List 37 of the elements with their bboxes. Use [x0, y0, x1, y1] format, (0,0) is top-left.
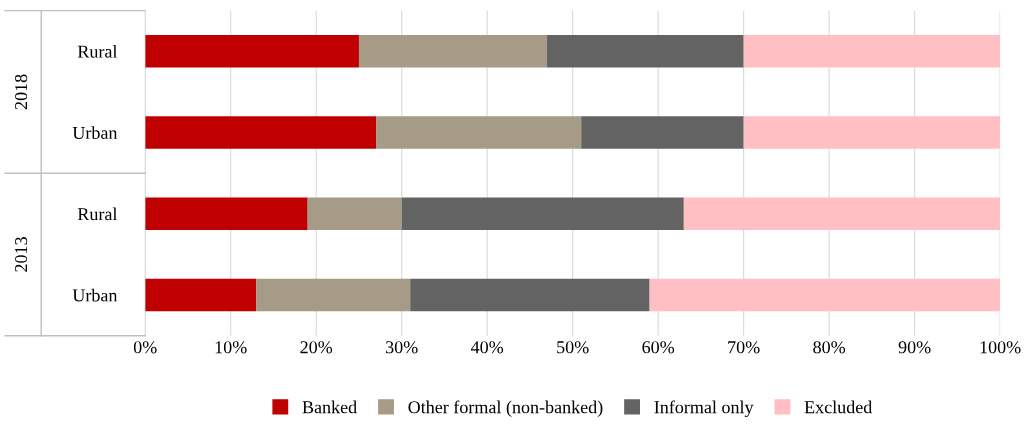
- bar: [376, 116, 582, 149]
- bar: [683, 197, 1001, 231]
- x-tick-label: 30%: [386, 341, 418, 354]
- legend-label: Excluded: [804, 400, 873, 414]
- x-tick-label: 100%: [980, 341, 1021, 354]
- bar: [743, 116, 1001, 149]
- bar: [145, 35, 359, 68]
- x-tick-label: 40%: [470, 341, 504, 354]
- bar: [307, 197, 402, 231]
- bar: [547, 35, 744, 68]
- bar: [401, 197, 684, 231]
- bar: [145, 197, 308, 231]
- bar: [410, 278, 650, 312]
- legend-label: Banked: [302, 400, 357, 414]
- text: 2018: [14, 74, 28, 110]
- text: 2013: [14, 237, 28, 272]
- bar: [581, 116, 744, 149]
- y-tick-label: Rural: [77, 45, 118, 58]
- legend-label: Informal only: [654, 400, 754, 418]
- y-tick-label: Urban: [72, 288, 118, 302]
- bar: [145, 116, 377, 149]
- x-tick-label: 10%: [215, 341, 247, 354]
- bar: [743, 35, 1001, 68]
- bar: [145, 278, 257, 312]
- bar: [256, 278, 411, 312]
- x-tick-label: 80%: [813, 341, 846, 354]
- x-tick-label: 60%: [642, 341, 675, 354]
- x-tick-label: 90%: [898, 341, 931, 354]
- legend-label: Other formal (non-banked): [408, 400, 603, 417]
- y-tick-label: Rural: [77, 207, 118, 221]
- y-tick-label: Urban: [72, 126, 118, 139]
- x-tick-label: 0%: [133, 341, 157, 354]
- x-tick-label: 20%: [300, 341, 333, 354]
- x-tick-label: 50%: [557, 341, 589, 354]
- bar: [358, 35, 548, 68]
- x-tick-label: 70%: [728, 341, 760, 354]
- bar: [649, 278, 1001, 312]
